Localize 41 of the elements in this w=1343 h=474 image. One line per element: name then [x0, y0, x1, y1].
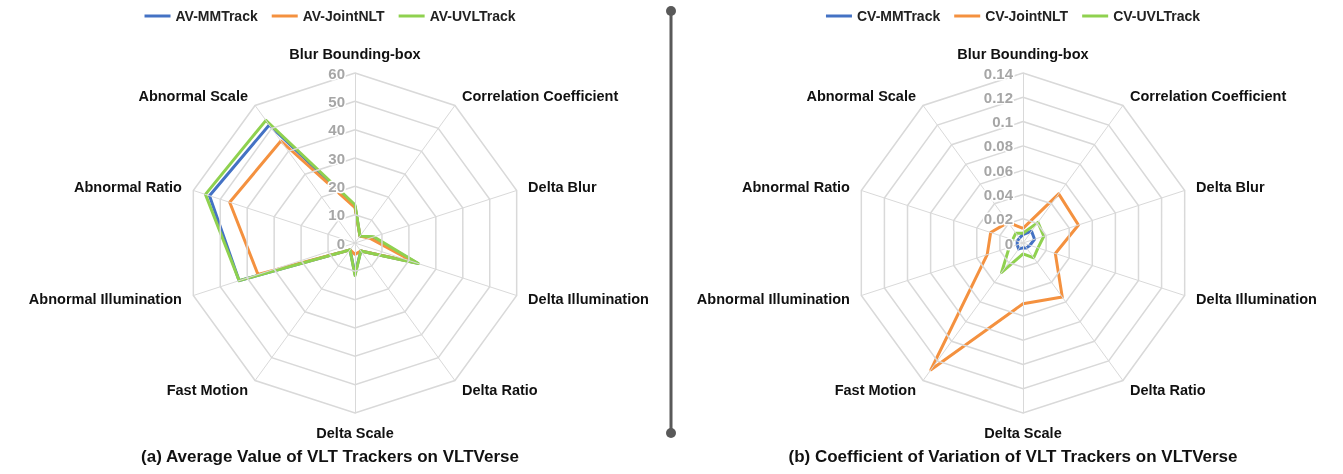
spoke-label: Delta Blur [1196, 178, 1265, 195]
spoke-label: Abnormal Ratio [741, 178, 851, 195]
text: (b) Coefficient of Variation of VLT Trackers on VLTVerse [788, 447, 1238, 466]
y-tick-label: 50 [328, 92, 345, 110]
y-tick-label: 0.14 [983, 64, 1014, 82]
y-tick-label: 40 [328, 121, 345, 139]
legend-label: CV-JointNLT [985, 8, 1069, 24]
legend-label: AV-UVLTrack [429, 8, 516, 24]
spoke-label: Delta Illumination [1196, 291, 1317, 308]
legend-label: CV-UVLTrack [1113, 8, 1201, 24]
y-tick-label: 0 [336, 234, 345, 252]
y-tick-label: 0.08 [983, 137, 1013, 155]
spoke-label: Delta Ratio [461, 382, 538, 399]
y-tick-label: 10 [328, 206, 345, 224]
spoke-label: Blur Bounding-box [957, 45, 1089, 62]
text: (a) Average Value of VLT Trackers on VLTVerse [141, 447, 519, 466]
spoke-label: Abnormal Illumination [696, 291, 850, 308]
spoke-label: Delta Scale [316, 424, 394, 441]
y-tick-label: 0.1 [992, 113, 1013, 131]
spoke-label: Blur Bounding-box [289, 45, 421, 62]
spoke-label: Fast Motion [166, 382, 249, 399]
legend-label: AV-MMTrack [175, 8, 258, 24]
spoke-label: Delta Scale [984, 424, 1062, 441]
spoke-label: Correlation Coefficient [461, 87, 619, 104]
legend-label: CV-MMTrack [856, 8, 941, 24]
y-tick-label: 0.06 [983, 161, 1013, 179]
spoke-label: Delta Blur [528, 178, 597, 195]
spoke-label: Correlation Coefficient [1129, 87, 1287, 104]
y-tick-label: 0.12 [983, 88, 1013, 106]
legend-label: AV-JointNLT [302, 8, 386, 24]
spoke-label: Delta Ratio [1129, 382, 1206, 399]
y-tick-label: 60 [328, 64, 345, 82]
y-tick-label: 0.04 [983, 185, 1014, 203]
spoke-label: Abnormal Illumination [28, 291, 182, 308]
spoke-label: Abnormal Scale [138, 87, 249, 104]
y-tick-label: 30 [328, 149, 345, 167]
spoke-label: Abnormal Scale [806, 87, 917, 104]
spoke-label: Delta Illumination [528, 291, 649, 308]
spoke-label: Abnormal Ratio [73, 178, 183, 195]
y-tick-label: 0.02 [983, 210, 1013, 228]
spoke-label: Fast Motion [834, 382, 917, 399]
